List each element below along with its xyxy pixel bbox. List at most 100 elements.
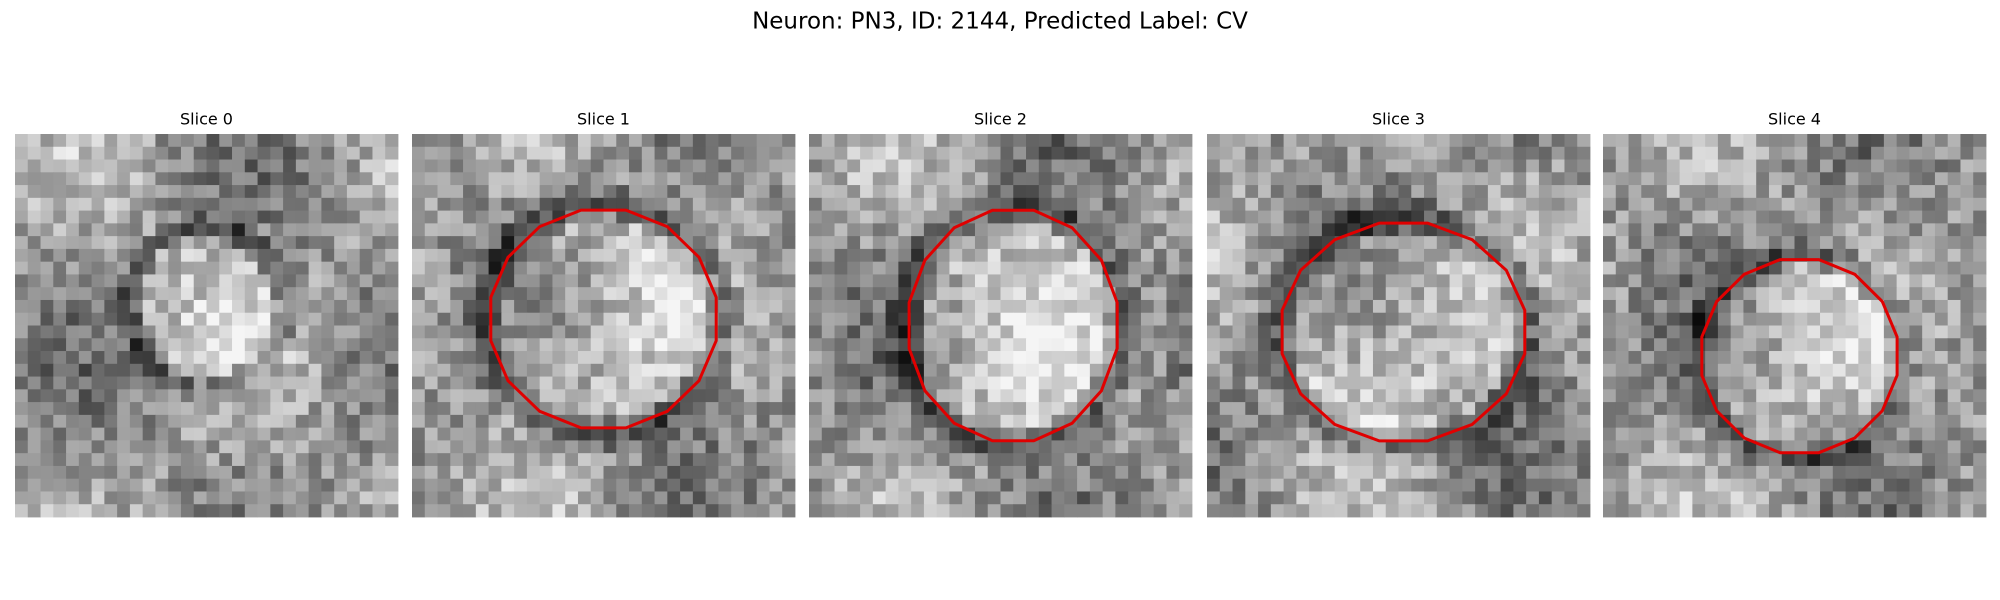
pixel <box>1845 134 1859 148</box>
pixel <box>475 287 489 301</box>
pixel <box>1896 414 1910 429</box>
pixel <box>321 146 335 160</box>
pixel <box>1334 427 1348 441</box>
pixel <box>885 197 899 211</box>
pixel <box>962 159 976 173</box>
pixel <box>78 389 92 403</box>
pixel <box>667 248 681 263</box>
pixel <box>424 159 438 173</box>
pixel <box>142 248 156 263</box>
pixel <box>1372 338 1387 352</box>
pixel <box>911 210 925 224</box>
pixel <box>129 274 144 288</box>
pixel <box>1077 414 1091 429</box>
pixel <box>142 453 156 467</box>
pixel <box>1743 478 1757 492</box>
pixel <box>1424 299 1438 314</box>
pixel <box>1321 261 1336 275</box>
pixel <box>987 351 1001 365</box>
pixel <box>898 134 912 148</box>
pixel <box>1296 427 1310 441</box>
pixel <box>385 325 399 339</box>
pixel <box>206 197 220 211</box>
pixel <box>1564 465 1578 480</box>
pixel <box>155 351 169 365</box>
pixel <box>705 210 719 224</box>
pixel <box>412 325 426 339</box>
pixel <box>1026 261 1040 275</box>
pixel <box>1166 223 1180 237</box>
pixel <box>53 351 67 365</box>
pixel <box>847 172 861 186</box>
pixel <box>1334 185 1348 199</box>
pixel <box>1909 236 1923 250</box>
pixel <box>346 146 361 160</box>
pixel <box>219 414 233 429</box>
pixel <box>782 491 796 505</box>
pixel <box>66 261 80 275</box>
pixel <box>180 389 195 403</box>
pixel <box>1064 236 1078 250</box>
pixel <box>962 299 976 314</box>
pixel <box>180 274 195 288</box>
pixel <box>168 274 182 288</box>
pixel <box>1296 491 1310 505</box>
pixel <box>1820 363 1834 377</box>
pixel <box>552 363 566 377</box>
pixel <box>321 223 335 237</box>
pixel <box>821 376 835 390</box>
pixel <box>756 453 770 467</box>
pixel <box>1883 134 1898 148</box>
pixel <box>987 223 1001 237</box>
pixel <box>424 465 438 480</box>
pixel <box>667 261 681 275</box>
pixel <box>78 325 92 339</box>
pixel <box>1513 236 1527 250</box>
pixel <box>872 440 886 454</box>
pixel <box>1526 210 1540 224</box>
pixel <box>1436 159 1450 173</box>
pixel <box>514 440 528 454</box>
pixel <box>860 453 874 467</box>
pixel <box>1089 210 1104 224</box>
pixel <box>629 325 643 339</box>
pixel <box>782 312 796 326</box>
pixel <box>27 453 41 467</box>
pixel <box>1641 274 1655 288</box>
pixel <box>1832 312 1846 326</box>
pixel <box>847 274 861 288</box>
pixel <box>1051 159 1065 173</box>
pixel <box>27 338 41 352</box>
pixel <box>1179 210 1193 224</box>
pixel <box>412 134 426 148</box>
pixel <box>104 197 118 211</box>
pixel <box>974 185 989 199</box>
pixel <box>577 427 592 441</box>
panel-title: Slice 2 <box>974 110 1027 129</box>
pixel <box>129 363 144 377</box>
pixel <box>1871 236 1885 250</box>
pixel <box>1321 491 1336 505</box>
pixel <box>1896 491 1910 505</box>
pixel <box>1232 389 1246 403</box>
pixel <box>295 338 310 352</box>
pixel <box>168 197 182 211</box>
pixel <box>1577 185 1591 199</box>
pixel <box>1360 325 1374 339</box>
pixel <box>142 414 156 429</box>
pixel <box>1641 491 1655 505</box>
pixel <box>1038 338 1052 352</box>
pixel <box>949 376 963 390</box>
pixel <box>552 338 566 352</box>
pixel <box>219 351 233 365</box>
pixel <box>1871 478 1885 492</box>
pixel <box>616 478 630 492</box>
pixel <box>756 274 770 288</box>
pixel <box>78 172 92 186</box>
pixel <box>244 440 258 454</box>
pixel <box>91 325 105 339</box>
pixel <box>1654 453 1668 467</box>
pixel <box>705 414 719 429</box>
pixel <box>385 351 399 365</box>
pixel <box>1077 478 1091 492</box>
